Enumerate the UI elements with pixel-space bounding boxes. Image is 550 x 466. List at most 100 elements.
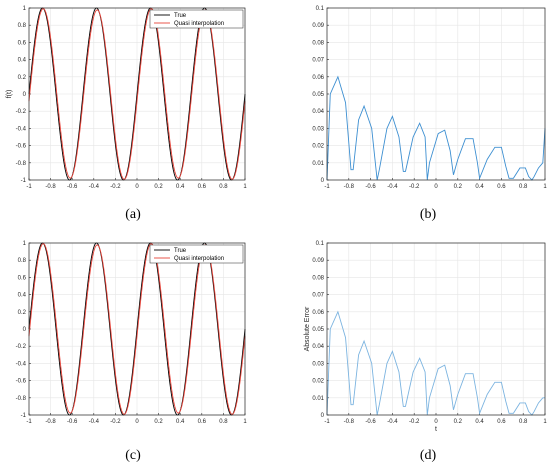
x-tick-label: -0.4 (89, 419, 100, 425)
x-tick-label: 0.2 (154, 184, 163, 190)
x-tick-label: -1 (324, 419, 330, 425)
y-tick-label: 0.8 (18, 258, 27, 264)
x-tick-label: -0.4 (89, 184, 100, 190)
y-tick-label: -0.2 (16, 344, 27, 350)
y-tick-label: 0.01 (312, 396, 324, 402)
y-tick-label: 1 (23, 241, 27, 247)
caption-d: (d) (420, 448, 437, 463)
x-tick-label: 0.6 (497, 419, 506, 425)
x-tick-label: 0.8 (519, 419, 528, 425)
panel-b: -1 -0.8 -0.6 -0.4 -0.2 0 0.2 0.4 0.6 0.8 1 0 0.01 0.0… (312, 6, 547, 190)
x-tick-label: -1 (26, 184, 32, 190)
series-line-error (326, 75, 546, 181)
x-tick-label: 0.6 (198, 419, 207, 425)
x-tick-label: -0.2 (110, 184, 121, 190)
x-tick-label: 1 (243, 419, 247, 425)
x-tick-label: -0.8 (344, 419, 355, 425)
y-axis-label: Absolute Error (304, 306, 311, 351)
x-tick-label: -0.6 (67, 184, 78, 190)
x-tick-label: 0.6 (198, 184, 207, 190)
panel-d: -1 -0.8 -0.6 -0.4 -0.2 0 0.2 0.4 0.6 0.8 1 0 0.01 0.0… (304, 241, 547, 433)
legend-label: Quasi interpolation (174, 21, 224, 27)
x-tick-label: 0.2 (154, 419, 163, 425)
y-tick-label: 0.4 (18, 293, 27, 299)
x-tick-label: 0.2 (454, 419, 463, 425)
y-tick-label: -1 (21, 178, 27, 184)
y-tick-label: 0.02 (312, 379, 324, 385)
y-tick-label: 0.09 (312, 258, 324, 264)
plot-frame (28, 242, 246, 416)
y-tick-label: -0.8 (16, 161, 27, 167)
y-tick-label: 0.2 (18, 75, 27, 81)
y-tick-label: 0.01 (312, 161, 324, 167)
y-tick-label: 0.03 (312, 126, 324, 132)
y-tick-label: 0.07 (312, 293, 324, 299)
y-tick-label: 0.8 (18, 23, 27, 29)
x-tick-label: -0.6 (67, 419, 78, 425)
y-tick-label: 0.05 (312, 327, 324, 333)
series-line-error (326, 310, 545, 416)
y-tick-label: 0.04 (312, 344, 324, 350)
y-tick-label: 1 (23, 6, 27, 12)
caption-c: (c) (125, 448, 141, 463)
panel-a: -1 -0.8 -0.6 -0.4 -0.2 0 0.2 0.4 0.6 0.8 1 -1 -0.8 -0… (6, 6, 247, 190)
y-tick-label: -0.2 (16, 109, 27, 115)
x-tick-label: -0.4 (387, 184, 398, 190)
y-tick-label: 0.03 (312, 361, 324, 367)
y-tick-label: 0.08 (312, 40, 324, 46)
y-tick-label: 0.02 (312, 144, 324, 150)
x-tick-label: 0 (434, 184, 438, 190)
x-tick-label: 0.6 (497, 184, 506, 190)
x-tick-label: -0.8 (45, 184, 56, 190)
x-tick-label: -1 (324, 184, 330, 190)
caption-b: (b) (420, 207, 437, 222)
x-tick-label: -0.2 (409, 419, 420, 425)
x-tick-label: 0 (135, 184, 139, 190)
legend-box (149, 244, 244, 264)
plot-frame (326, 7, 546, 181)
x-tick-label: 0.4 (176, 184, 185, 190)
y-tick-label: 0 (321, 178, 325, 184)
y-tick-label: -0.8 (16, 396, 27, 402)
x-tick-label: 1 (543, 419, 547, 425)
y-tick-label: 0.06 (312, 310, 324, 316)
x-axis-label: t (435, 426, 437, 433)
y-tick-label: -0.6 (16, 379, 27, 385)
x-tick-label: -0.8 (344, 184, 355, 190)
x-tick-label: 0.4 (176, 419, 185, 425)
y-axis-label: f(t) (6, 90, 13, 99)
y-tick-label: -0.6 (16, 144, 27, 150)
y-tick-label: -0.4 (16, 126, 27, 132)
caption-a: (a) (125, 207, 141, 222)
legend-label: True (174, 13, 187, 19)
y-tick-label: 0 (23, 92, 27, 98)
x-tick-label: 0.2 (454, 184, 463, 190)
y-tick-label: 0.08 (312, 275, 324, 281)
y-tick-label: 0.07 (312, 58, 324, 64)
x-tick-label: 0.4 (475, 419, 484, 425)
x-tick-label: 0.8 (519, 184, 528, 190)
y-tick-label: 0.1 (316, 241, 325, 247)
legend-label: True (174, 248, 187, 254)
x-tick-label: 0.8 (219, 184, 228, 190)
panel-c: -1 -0.8 -0.6 -0.4 -0.2 0 0.2 0.4 0.6 0.8 1 -1 -0.8 -0… (16, 241, 248, 425)
y-tick-label: 0 (23, 327, 27, 333)
y-tick-label: 0.06 (312, 75, 324, 81)
y-tick-label: -1 (21, 413, 27, 419)
y-tick-label: 0.1 (316, 6, 325, 12)
x-tick-label: 0 (135, 419, 139, 425)
y-tick-label: 0.09 (312, 23, 324, 29)
x-tick-label: -0.4 (387, 419, 398, 425)
y-tick-label: 0.2 (18, 310, 27, 316)
y-tick-label: -0.4 (16, 361, 27, 367)
y-tick-label: 0.6 (18, 275, 27, 281)
x-tick-label: -1 (26, 419, 32, 425)
y-tick-label: 0.4 (18, 58, 27, 64)
y-tick-label: 0.04 (312, 109, 324, 115)
x-tick-label: 0.8 (219, 419, 228, 425)
plot-frame (326, 242, 546, 416)
y-tick-label: 0.6 (18, 40, 27, 46)
x-tick-label: 0.4 (475, 184, 484, 190)
x-tick-label: -0.2 (110, 419, 121, 425)
